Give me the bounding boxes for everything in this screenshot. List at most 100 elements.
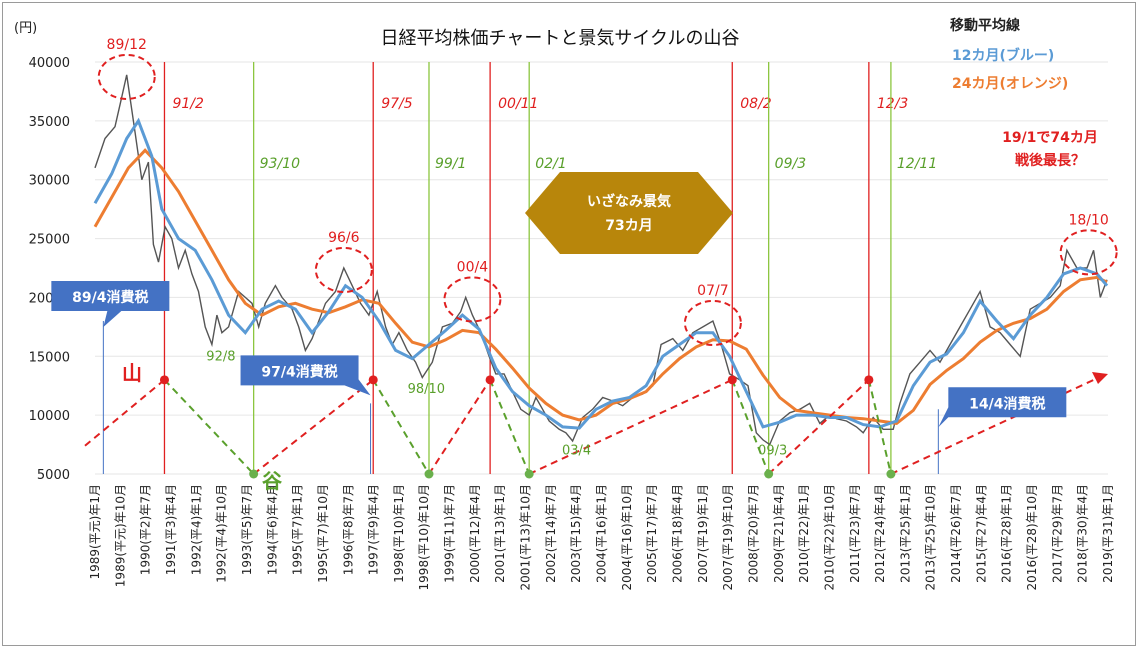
x-tick-label: 2007(平19)年10月 [721, 484, 735, 590]
izanami-label: いざなみ景気 [587, 193, 671, 210]
x-tick-label: 2019(平31)年1月 [1101, 484, 1115, 583]
low-label: 92/8 [206, 349, 235, 364]
chart-title: 日経平均株価チャートと景気サイクルの山谷 [381, 28, 740, 49]
trough-dot [524, 469, 534, 479]
y-tick-label: 15000 [29, 350, 70, 365]
peak-dot [485, 375, 495, 385]
x-tick-label: 1997(平9)年4月 [367, 484, 381, 575]
low-label: 98/10 [408, 382, 445, 397]
x-tick-label: 2007(平19)年1月 [696, 484, 710, 583]
x-tick-label: 2018(平30)年4月 [1076, 484, 1090, 583]
x-tick-label: 1992(平4)年10月 [215, 484, 229, 583]
tax-box [51, 280, 170, 327]
x-tick-label: 2005(平17)年7月 [645, 484, 659, 583]
low-label: 09/3 [758, 443, 787, 458]
legend: 移動平均線 12カ月(ブルー) 24カ月(オレンジ) [950, 17, 1068, 92]
peak-label: 96/6 [328, 230, 360, 246]
tax-box [938, 387, 1067, 428]
cycle-trough-label: 09/3 [775, 156, 806, 172]
x-tick-label: 2014(平26)年7月 [949, 484, 963, 583]
x-tick-label: 1991(平3)年4月 [164, 484, 178, 575]
x-tick-label: 2015(平27)年4月 [974, 484, 988, 583]
x-tick-label: 2017(平29)年7月 [1050, 484, 1064, 583]
cycle-trough-label: 12/11 [897, 156, 937, 172]
ma24-line [93, 148, 1108, 425]
y-tick-label: 25000 [29, 233, 70, 248]
x-tick-label: 1999(平11)年7月 [443, 484, 457, 583]
x-tick-label: 2016(平28)年10月 [1025, 484, 1039, 590]
price-peaks: 89/12 96/6 00/4 07/7 18/10 [97, 37, 1118, 346]
x-tick-label: 2009(平21)年4月 [772, 484, 786, 583]
peak-circle [683, 299, 742, 346]
x-tick-label: 2006(平18)年4月 [670, 484, 684, 583]
cycle-trough-label: 99/1 [435, 156, 466, 172]
x-tick-label: 2010(平22)年10月 [822, 484, 836, 590]
rise-dashed-line [767, 379, 870, 475]
fall-dashed-line [489, 379, 531, 475]
ma12-line [93, 117, 1109, 430]
x-tick-label: 1994(平6)年4月 [265, 484, 279, 575]
cycle-peak-label: 12/3 [877, 96, 908, 112]
cycle-peak-label: 97/5 [381, 96, 413, 112]
cycle-peak-label: 00/11 [498, 96, 538, 112]
y-tick-label: 40000 [29, 56, 70, 71]
x-tick-label: 2004(平16)年1月 [595, 484, 609, 583]
x-tick-label: 1989(平元)年10月 [113, 484, 127, 587]
legend-ma12: 12カ月(ブルー) [952, 47, 1054, 64]
x-tick-label: 2012(平24)年4月 [873, 484, 887, 583]
tax-callout: 14/4消費税 [938, 387, 1067, 428]
low-label: 03/4 [562, 443, 591, 458]
rise-dashed-line [428, 379, 491, 475]
izanami-months: 73カ月 [605, 218, 652, 234]
trough-dot [764, 469, 774, 479]
y-tick-label: 5000 [37, 468, 70, 483]
tax-callout: 89/4消費税 [51, 280, 170, 327]
tax-box [240, 355, 371, 396]
fall-dashed-line [867, 379, 892, 475]
tax-label: 14/4消費税 [969, 395, 1045, 412]
x-tick-label: 1990(平2)年7月 [139, 484, 153, 575]
x-tick-label: 2002(平14)年7月 [544, 484, 558, 583]
x-tick-label: 2000(平12)年4月 [468, 484, 482, 583]
tani-label: 谷 [262, 469, 283, 493]
x-tick-label: 2008(平20)年7月 [746, 484, 760, 583]
tax-callout: 97/4消費税 [240, 355, 371, 396]
x-tick-label: 1989(平元)年1月 [88, 484, 102, 580]
cycle-trough-label: 93/10 [260, 156, 300, 172]
cycle-peak-label: 91/2 [172, 96, 204, 112]
x-tick-label: 2013(平25)年1月 [898, 484, 912, 583]
trough-dot [886, 469, 896, 479]
peak-label: 89/12 [107, 37, 147, 53]
peak-label: 07/7 [697, 283, 728, 299]
x-tick-label: 2001(平13)年1月 [493, 484, 507, 583]
price-lows: 92/8 98/10 03/4 09/3 [206, 349, 787, 458]
consumption-tax-callouts: 89/4消費税 97/4消費税 14/4消費税 [51, 280, 1067, 428]
x-tick-label: 2004(平16)年10月 [620, 484, 634, 590]
y-axis-label: (円) [14, 21, 37, 36]
fall-dashed-line [163, 379, 255, 475]
peak-circle [314, 247, 373, 293]
legend-title: 移動平均線 [950, 17, 1020, 34]
cycle-trend-lines [84, 371, 1108, 475]
peak-dot [159, 375, 169, 385]
trough-dot [249, 469, 259, 479]
rise-dashed-line [528, 378, 733, 475]
arrowhead [1092, 371, 1108, 384]
yama-label: 山 [122, 361, 142, 385]
y-tick-label: 30000 [29, 174, 70, 189]
x-tick-label: 2013(平25)年10月 [924, 484, 938, 590]
fall-dashed-line [731, 379, 770, 475]
x-tick-label: 2010(平22)年1月 [797, 484, 811, 583]
x-tick-labels: 1989(平元)年1月 1989(平元)年10月 1990(平2)年7月 1991(平… [88, 484, 1115, 590]
x-tick-label: 2011(平23)年7月 [848, 484, 862, 583]
fall-dashed-line [372, 379, 430, 475]
y-tick-label: 35000 [29, 115, 70, 130]
x-tick-label: 1995(平7)年1月 [291, 484, 305, 575]
record-line2: 戦後最長？ [1015, 152, 1085, 169]
trough-dot [424, 469, 434, 479]
peak-label: 18/10 [1068, 212, 1108, 228]
legend-ma24: 24カ月(オレンジ) [952, 76, 1068, 92]
